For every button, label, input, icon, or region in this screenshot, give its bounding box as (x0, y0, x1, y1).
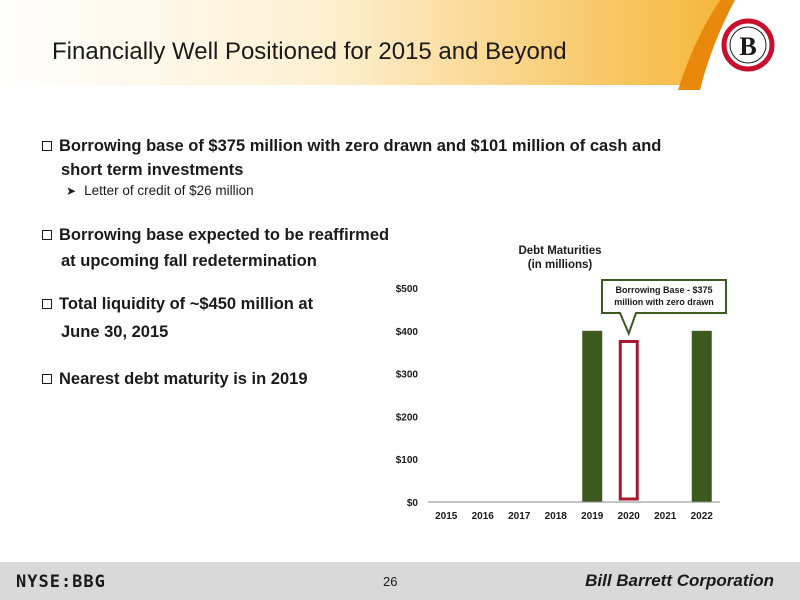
bullet-liquidity: Total liquidity of ~$450 million at June… (42, 290, 372, 346)
y-tick-label: $300 (396, 370, 419, 381)
checkbox-bullet-icon (42, 230, 52, 240)
slide-header: B Financially Well Positioned for 2015 a… (0, 0, 800, 90)
y-tick-label: $400 (396, 327, 419, 338)
x-tick-label: 2019 (581, 511, 604, 522)
header-band (0, 0, 720, 85)
x-tick-label: 2018 (545, 511, 568, 522)
bullet-text: at upcoming fall redetermination (61, 252, 317, 270)
footer-bar: NYSE:BBG 26 Bill Barrett Corporation (0, 562, 800, 600)
bullet-borrowing-base: Borrowing base of $375 million with zero… (42, 134, 742, 182)
bullet-reaffirmed: Borrowing base expected to be reaffirmed… (42, 222, 422, 274)
bullet-nearest-maturity: Nearest debt maturity is in 2019 (42, 367, 372, 391)
x-tick-label: 2016 (472, 511, 495, 522)
header-graphic: B (0, 0, 775, 90)
bullet-text: Borrowing base of $375 million with zero… (59, 137, 662, 155)
x-tick-label: 2017 (508, 511, 531, 522)
y-tick-label: $500 (396, 284, 419, 295)
callout-box (601, 279, 727, 337)
bullet-text: June 30, 2015 (61, 323, 169, 341)
y-tick-label: $200 (396, 412, 419, 423)
debt-maturities-chart: Debt Maturities (in millions) $0 $100 $200… (396, 245, 727, 522)
bullet-text: Borrowing base expected to be reaffirmed (59, 226, 390, 244)
page-number: 26 (383, 574, 398, 589)
bullet-text: short term investments (61, 161, 244, 179)
x-tick-label: 2020 (618, 511, 641, 522)
callout-text: million with zero drawn (614, 297, 714, 307)
bullet-text: Total liquidity of ~$450 million at (59, 295, 314, 313)
y-tick-label: $100 (396, 455, 419, 466)
bullet-text: Nearest debt maturity is in 2019 (59, 370, 308, 388)
bar-2019 (582, 330, 603, 502)
y-tick-label: $0 (407, 498, 419, 509)
checkbox-bullet-icon (42, 299, 52, 309)
company-name: Bill Barrett Corporation (585, 571, 774, 590)
page-title: Financially Well Positioned for 2015 and… (52, 38, 567, 65)
stock-ticker: NYSE:BBG (16, 572, 106, 592)
sub-bullet-letter-of-credit: ➤ Letter of credit of $26 million (66, 183, 254, 198)
chart-subtitle: (in millions) (528, 259, 593, 271)
callout-text: Borrowing Base - $375 (615, 285, 712, 295)
borrowing-base-outline (618, 340, 639, 501)
x-axis: 2015 2016 2017 2018 2019 2020 2021 2022 (435, 511, 713, 522)
arrow-bullet-icon: ➤ (66, 184, 77, 198)
x-tick-label: 2022 (691, 511, 714, 522)
chart-title: Debt Maturities (518, 245, 601, 257)
bars (582, 330, 712, 502)
checkbox-bullet-icon (42, 374, 52, 384)
header-swoosh (678, 0, 735, 90)
company-logo: B (721, 18, 775, 72)
sub-bullet-text: Letter of credit of $26 million (84, 183, 254, 198)
logo-letter: B (739, 32, 756, 61)
x-tick-label: 2015 (435, 511, 458, 522)
borrowing-base-callout: Borrowing Base - $375 million with zero … (601, 279, 727, 337)
x-tick-label: 2021 (654, 511, 677, 522)
y-axis: $0 $100 $200 $300 $400 $500 (396, 284, 419, 509)
checkbox-bullet-icon (42, 141, 52, 151)
bar-2022 (691, 330, 712, 502)
